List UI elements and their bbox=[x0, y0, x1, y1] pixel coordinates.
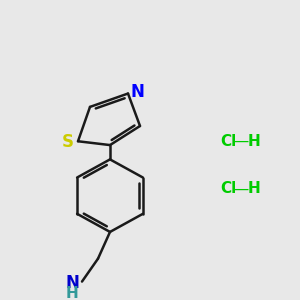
Text: Cl: Cl bbox=[220, 134, 236, 149]
Text: H: H bbox=[248, 182, 260, 196]
Text: —: — bbox=[233, 182, 249, 196]
Text: N: N bbox=[65, 274, 79, 292]
Text: —: — bbox=[233, 134, 249, 149]
Text: H: H bbox=[248, 134, 260, 149]
Text: S: S bbox=[62, 133, 74, 151]
Text: Cl: Cl bbox=[220, 182, 236, 196]
Text: H: H bbox=[66, 286, 78, 300]
Text: N: N bbox=[130, 82, 144, 100]
